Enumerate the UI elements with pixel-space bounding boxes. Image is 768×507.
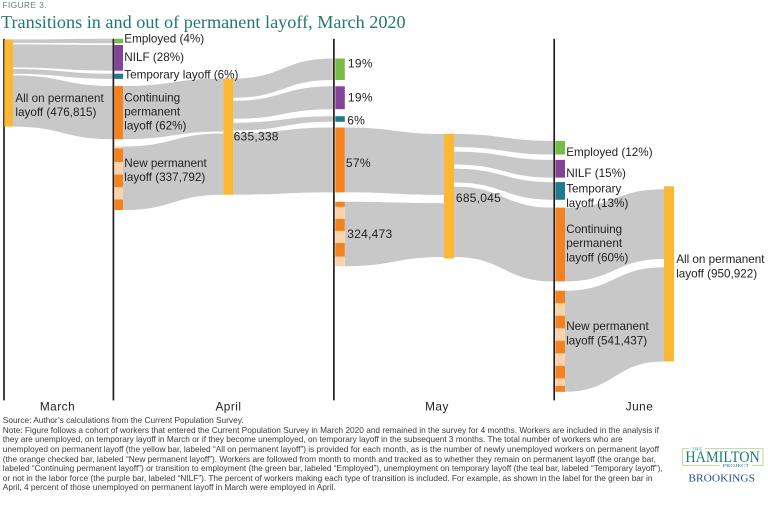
- svg-text:All on permanent: All on permanent: [15, 92, 104, 105]
- svg-text:New permanent: New permanent: [124, 157, 207, 170]
- svg-text:layoff (541,437): layoff (541,437): [566, 334, 647, 347]
- svg-text:June: June: [626, 400, 654, 414]
- svg-text:layoff (476,815): layoff (476,815): [15, 106, 96, 119]
- svg-text:layoff (337,792): layoff (337,792): [124, 171, 205, 184]
- svg-text:THE: THE: [692, 446, 703, 451]
- svg-text:635,338: 635,338: [234, 129, 279, 143]
- svg-text:NILF (15%): NILF (15%): [566, 167, 626, 180]
- svg-text:685,045: 685,045: [456, 191, 501, 205]
- svg-text:Temporary: Temporary: [566, 183, 621, 196]
- svg-text:Employed (12%): Employed (12%): [566, 146, 653, 159]
- svg-text:PROJECT: PROJECT: [723, 463, 750, 468]
- svg-text:Temporary layoff (6%): Temporary layoff (6%): [124, 69, 238, 82]
- svg-text:All on permanent: All on permanent: [676, 253, 765, 266]
- svg-text:permanent: permanent: [566, 237, 623, 250]
- svg-text:Continuing: Continuing: [124, 91, 180, 104]
- svg-text:permanent: permanent: [124, 105, 181, 118]
- svg-text:NILF (28%): NILF (28%): [124, 51, 184, 64]
- svg-text:324,473: 324,473: [347, 227, 392, 241]
- svg-text:May: May: [425, 400, 449, 414]
- svg-text:March: March: [40, 400, 75, 414]
- svg-text:Employed (4%): Employed (4%): [124, 32, 204, 45]
- svg-text:19%: 19%: [348, 56, 373, 70]
- svg-text:6%: 6%: [347, 114, 365, 128]
- svg-text:layoff (13%): layoff (13%): [566, 197, 628, 210]
- svg-text:HAMILTON: HAMILTON: [685, 449, 759, 466]
- svg-text:layoff (60%): layoff (60%): [566, 251, 628, 264]
- svg-text:19%: 19%: [348, 91, 373, 105]
- svg-text:April: April: [215, 400, 241, 414]
- svg-text:layoff (62%): layoff (62%): [124, 120, 186, 133]
- svg-text:57%: 57%: [346, 156, 371, 170]
- svg-text:New permanent: New permanent: [566, 320, 649, 333]
- svg-text:Continuing: Continuing: [566, 223, 622, 236]
- svg-text:BROOKINGS: BROOKINGS: [688, 472, 755, 484]
- svg-text:layoff (950,922): layoff (950,922): [676, 268, 757, 281]
